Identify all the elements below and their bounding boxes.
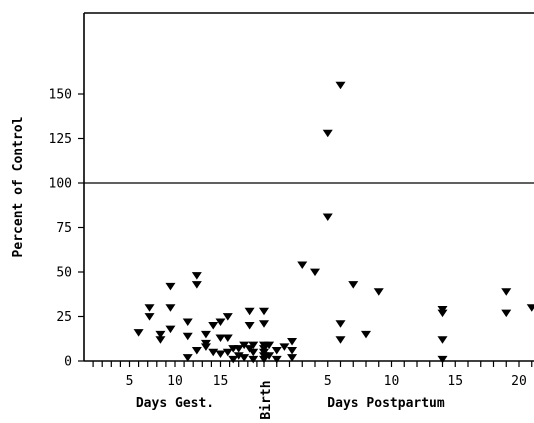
y-tick-label: 150 bbox=[49, 88, 72, 103]
data-point-postpartum bbox=[501, 288, 512, 296]
data-point-postpartum bbox=[437, 355, 448, 364]
y-tick-label: 25 bbox=[56, 310, 72, 325]
data-point-gestation bbox=[155, 330, 166, 339]
data-point-gestation bbox=[222, 313, 233, 321]
data-point-gestation bbox=[182, 354, 193, 362]
data-point-birth bbox=[259, 355, 269, 364]
data-points bbox=[133, 81, 534, 364]
data-point-postpartum bbox=[437, 336, 448, 344]
data-point-postpartum bbox=[348, 281, 359, 289]
data-point-postpartum bbox=[287, 346, 298, 355]
data-point-postpartum bbox=[297, 261, 308, 270]
data-point-postpartum bbox=[361, 330, 371, 339]
data-point-gestation bbox=[165, 282, 176, 291]
data-point-postpartum bbox=[279, 343, 290, 351]
data-point-gestation bbox=[200, 343, 211, 351]
y-tick-label: 125 bbox=[49, 132, 72, 147]
data-point-postpartum bbox=[501, 309, 512, 318]
data-point-postpartum bbox=[287, 354, 298, 362]
x-tick-label: 5 bbox=[324, 374, 332, 389]
data-point-gestation bbox=[208, 348, 219, 357]
data-point-gestation bbox=[222, 334, 233, 342]
data-point-birth bbox=[259, 307, 269, 316]
data-point-postpartum bbox=[322, 129, 333, 138]
y-tick-label: 75 bbox=[56, 221, 72, 236]
data-point-postpartum bbox=[335, 81, 346, 90]
data-point-postpartum bbox=[437, 309, 448, 318]
y-tick-label: 0 bbox=[64, 355, 72, 370]
data-point-gestation bbox=[228, 355, 239, 364]
data-point-birth bbox=[259, 320, 269, 328]
data-point-gestation bbox=[191, 272, 202, 280]
data-point-postpartum bbox=[373, 288, 384, 296]
data-point-gestation bbox=[165, 304, 176, 312]
data-point-gestation bbox=[182, 332, 193, 341]
data-point-gestation bbox=[191, 281, 202, 289]
data-point-postpartum bbox=[335, 320, 346, 328]
data-point-postpartum bbox=[335, 336, 346, 344]
data-point-gestation bbox=[133, 329, 144, 337]
y-tick-label: 50 bbox=[56, 266, 72, 281]
data-point-postpartum bbox=[271, 346, 282, 355]
y-tick-label: 100 bbox=[49, 177, 72, 192]
data-point-gestation bbox=[215, 318, 226, 326]
x-tick-label: 15 bbox=[447, 374, 463, 389]
data-point-gestation bbox=[200, 330, 211, 339]
data-point-gestation bbox=[208, 322, 219, 330]
data-point-postpartum bbox=[287, 338, 298, 346]
data-point-gestation bbox=[215, 334, 226, 342]
data-point-gestation bbox=[239, 354, 250, 362]
data-point-gestation bbox=[222, 348, 233, 357]
x-tick-label: 10 bbox=[167, 374, 183, 389]
data-point-postpartum bbox=[322, 213, 333, 221]
data-point-gestation bbox=[165, 325, 176, 334]
data-point-postpartum bbox=[271, 355, 282, 364]
data-point-postpartum bbox=[526, 304, 534, 312]
data-point-postpartum bbox=[310, 268, 320, 277]
data-point-gestation bbox=[144, 304, 155, 312]
y-axis-title: Percent of Control bbox=[11, 117, 26, 258]
data-point-gestation bbox=[244, 307, 255, 316]
data-point-gestation bbox=[239, 341, 250, 350]
x-tick-label: 15 bbox=[213, 374, 229, 389]
x-axis-title-postpartum: Days Postpartum bbox=[327, 396, 445, 411]
data-point-gestation bbox=[248, 348, 259, 357]
data-point-gestation bbox=[215, 350, 226, 359]
data-point-gestation bbox=[244, 322, 255, 330]
x-tick-label: 10 bbox=[384, 374, 400, 389]
x-axis-title-birth: Birth bbox=[259, 380, 274, 419]
x-axis-title-gestation: Days Gest. bbox=[136, 396, 214, 411]
x-axis-ticks: 51015510152025 bbox=[92, 361, 533, 389]
data-point-gestation bbox=[248, 341, 259, 350]
data-point-gestation bbox=[191, 346, 202, 355]
data-point-gestation bbox=[182, 318, 193, 326]
data-point-postpartum bbox=[264, 341, 275, 350]
x-tick-label: 20 bbox=[511, 374, 527, 389]
x-tick-label: 5 bbox=[126, 374, 134, 389]
data-point-gestation bbox=[144, 313, 155, 321]
data-point-gestation bbox=[155, 336, 166, 344]
y-axis-ticks: 0 25 50 75 100 125 150 bbox=[49, 88, 84, 370]
data-point-gestation bbox=[248, 355, 259, 364]
data-point-gestation bbox=[233, 345, 244, 353]
data-point-postpartum bbox=[264, 352, 275, 360]
